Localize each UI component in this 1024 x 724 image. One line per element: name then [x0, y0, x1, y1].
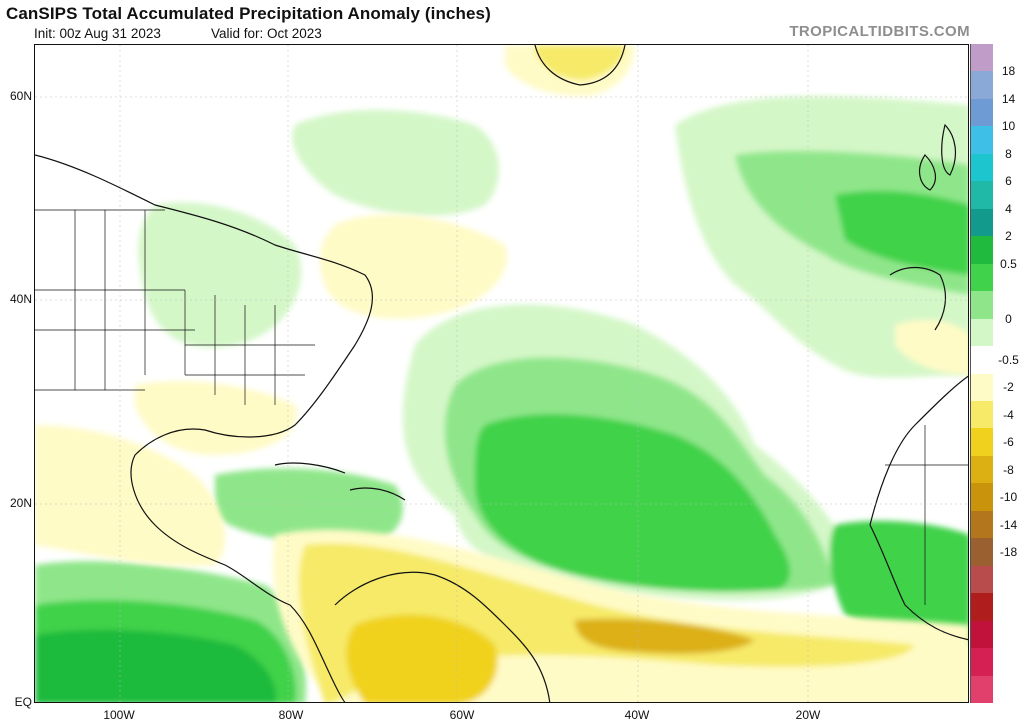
- colorbar-swatch: [971, 483, 993, 512]
- colorbar-label: 14: [1001, 91, 1016, 106]
- lat-label-20n: 20N: [9, 496, 32, 510]
- colorbar-swatch: [971, 538, 993, 567]
- coastlines: [35, 45, 968, 702]
- site-brand: TROPICALTIDBITS.COM: [789, 23, 970, 40]
- colorbar-label: 10: [1001, 119, 1016, 134]
- colorbar-label: 0: [1005, 311, 1012, 326]
- lon-label-40w: 40W: [624, 708, 650, 722]
- anomaly-map: [35, 45, 968, 702]
- colorbar-label: -8: [1003, 462, 1014, 477]
- colorbar-swatch: [971, 593, 993, 622]
- lat-label-eq: EQ: [14, 695, 32, 709]
- colorbar-label: -2: [1003, 380, 1014, 395]
- colorbar-swatch: [971, 71, 993, 100]
- lon-label-20w: 20W: [795, 708, 821, 722]
- colorbar-swatch: [971, 565, 993, 594]
- graticule: [35, 45, 968, 702]
- colorbar-swatch: [971, 318, 993, 347]
- colorbar-label: -0.5: [998, 352, 1019, 367]
- colorbar-swatch: [971, 291, 993, 320]
- colorbar-label: 6: [1005, 174, 1012, 189]
- colorbar-swatch: [971, 236, 993, 265]
- colorbar-label: 2: [1005, 229, 1012, 244]
- lon-label-60w: 60W: [449, 708, 475, 722]
- colorbar-swatch: [971, 510, 993, 539]
- colorbar-swatch: [971, 373, 993, 402]
- precip-anomaly-fill: [35, 96, 968, 702]
- valid-time: Valid for: Oct 2023: [211, 26, 322, 41]
- colorbar-swatch: [971, 648, 993, 677]
- colorbar-label: 4: [1005, 201, 1012, 216]
- colorbar-swatch: [971, 98, 993, 127]
- colorbar-label: 18: [1001, 64, 1016, 79]
- colorbar-label: -18: [999, 544, 1018, 559]
- lon-label-100w: 100W: [103, 708, 135, 722]
- colorbar-swatch: [971, 400, 993, 429]
- lat-label-40n: 40N: [9, 292, 32, 306]
- colorbar: [970, 44, 993, 704]
- colorbar-swatch: [971, 44, 993, 72]
- map-panel: [34, 44, 969, 703]
- colorbar-label: 0.5: [1000, 256, 1017, 271]
- colorbar-swatch: [971, 263, 993, 292]
- colorbar-swatch: [971, 208, 993, 237]
- colorbar-swatch: [971, 181, 993, 210]
- colorbar-swatch: [971, 346, 993, 374]
- colorbar-label: 8: [1005, 146, 1012, 161]
- colorbar-swatch: [971, 153, 993, 182]
- lat-label-60n: 60N: [9, 89, 32, 103]
- colorbar-swatch: [971, 455, 993, 484]
- colorbar-swatch: [971, 675, 993, 704]
- colorbar-label: -10: [999, 490, 1018, 505]
- lon-label-80w: 80W: [278, 708, 304, 722]
- colorbar-swatch: [971, 126, 993, 155]
- colorbar-swatch: [971, 620, 993, 649]
- colorbar-label: -6: [1003, 435, 1014, 450]
- colorbar-label: -14: [999, 517, 1018, 532]
- map-title: CanSIPS Total Accumulated Precipitation …: [6, 4, 491, 23]
- colorbar-label: -4: [1003, 407, 1014, 422]
- colorbar-swatch: [971, 428, 993, 457]
- dry-anomaly-fill: [35, 45, 968, 702]
- init-time: Init: 00z Aug 31 2023: [34, 26, 161, 41]
- political-boundaries: [35, 209, 968, 605]
